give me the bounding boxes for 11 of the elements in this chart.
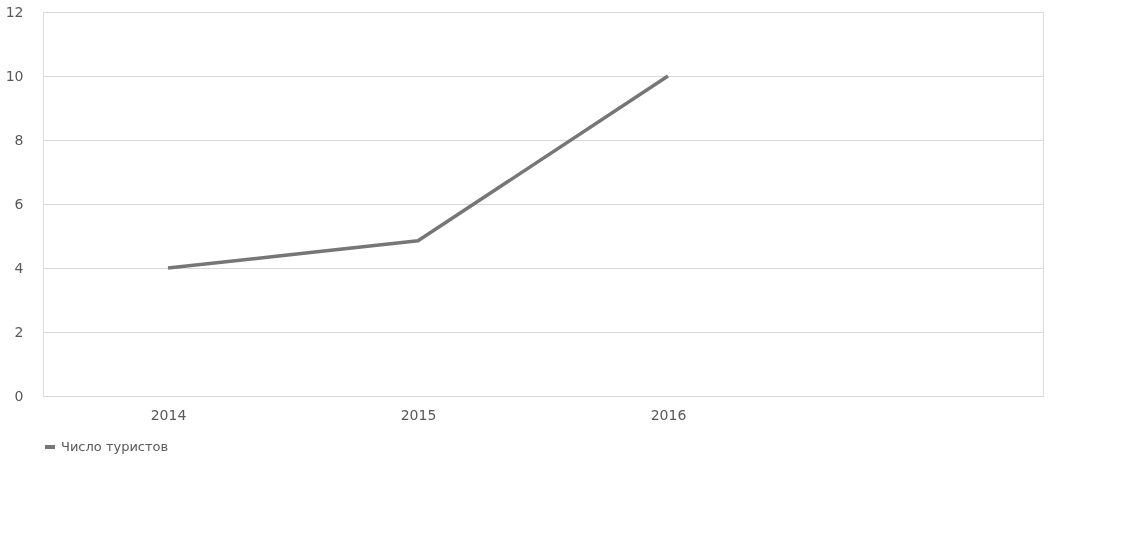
y-tick-label: 8 [14, 131, 24, 148]
y-tick-label: 10 [5, 67, 24, 84]
x-tick-label: 2016 [650, 406, 687, 423]
y-tick-label: 4 [14, 259, 24, 276]
x-tick-label: 2015 [400, 406, 437, 423]
x-tick-label: 2014 [150, 406, 187, 423]
y-tick-label: 6 [14, 195, 24, 212]
y-tick-label: 2 [14, 323, 24, 340]
y-tick-label: 0 [14, 387, 24, 404]
y-tick-label: 12 [5, 3, 24, 20]
legend-label: Число туристов [61, 439, 169, 454]
